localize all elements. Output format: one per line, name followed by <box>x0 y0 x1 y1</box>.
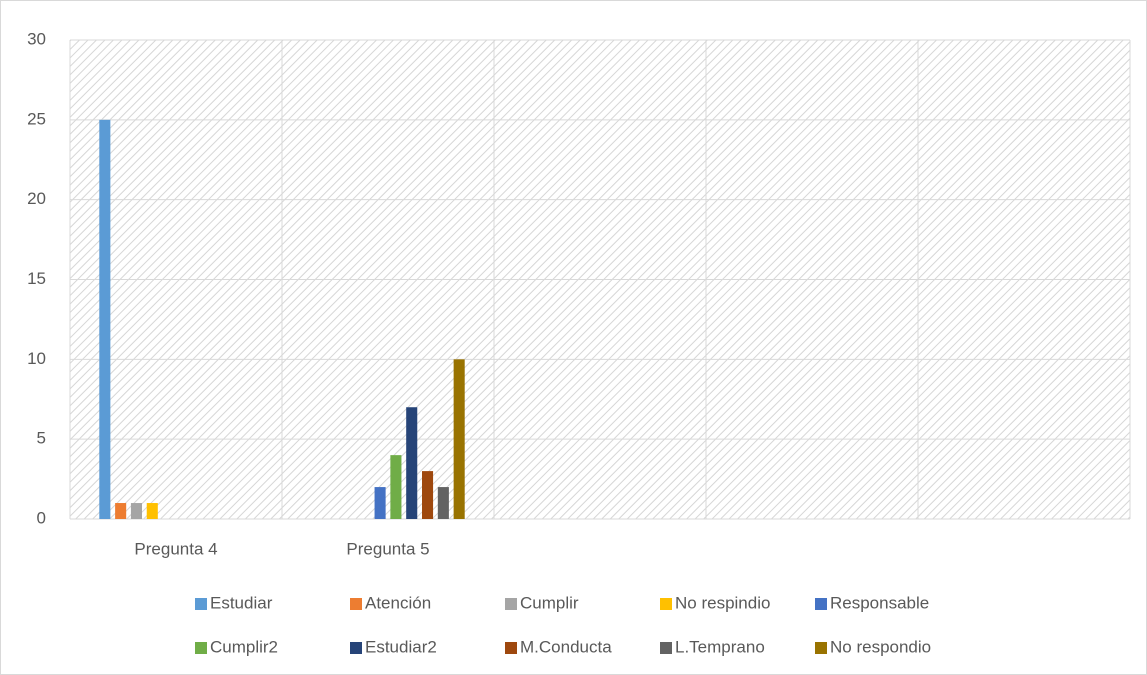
y-tick-label: 5 <box>37 429 46 448</box>
bar <box>374 487 386 519</box>
bar <box>406 407 418 519</box>
legend-label: M.Conducta <box>520 637 612 656</box>
legend-swatch <box>195 642 207 654</box>
legend-label: No respindio <box>675 593 770 612</box>
legend-swatch <box>195 598 207 610</box>
legend-label: No respondio <box>830 637 931 656</box>
bar <box>146 503 158 519</box>
legend-swatch <box>815 642 827 654</box>
y-tick-label: 30 <box>27 29 46 48</box>
legend-label: Estudiar <box>210 593 273 612</box>
bar <box>99 119 111 519</box>
legend-label: Responsable <box>830 593 929 612</box>
y-tick-label: 15 <box>27 269 46 288</box>
x-tick-label: Pregunta 4 <box>134 539 217 558</box>
y-tick-label: 0 <box>37 508 46 527</box>
bar <box>437 487 449 519</box>
y-tick-label: 25 <box>27 109 46 128</box>
legend-label: Estudiar2 <box>365 637 437 656</box>
legend-swatch <box>660 642 672 654</box>
legend-label: Atención <box>365 593 431 612</box>
bar <box>453 359 465 519</box>
bar <box>130 503 142 519</box>
legend-swatch <box>350 598 362 610</box>
legend-swatch <box>505 598 517 610</box>
legend-swatch <box>660 598 672 610</box>
legend-label: Cumplir <box>520 593 579 612</box>
bar <box>422 471 434 519</box>
legend-swatch <box>350 642 362 654</box>
y-tick-label: 10 <box>27 349 46 368</box>
bar <box>390 455 402 519</box>
legend-swatch <box>815 598 827 610</box>
legend-label: Cumplir2 <box>210 637 278 656</box>
legend-swatch <box>505 642 517 654</box>
legend-label: L.Temprano <box>675 637 765 656</box>
bar <box>115 503 127 519</box>
x-tick-label: Pregunta 5 <box>346 539 429 558</box>
y-tick-label: 20 <box>27 189 46 208</box>
